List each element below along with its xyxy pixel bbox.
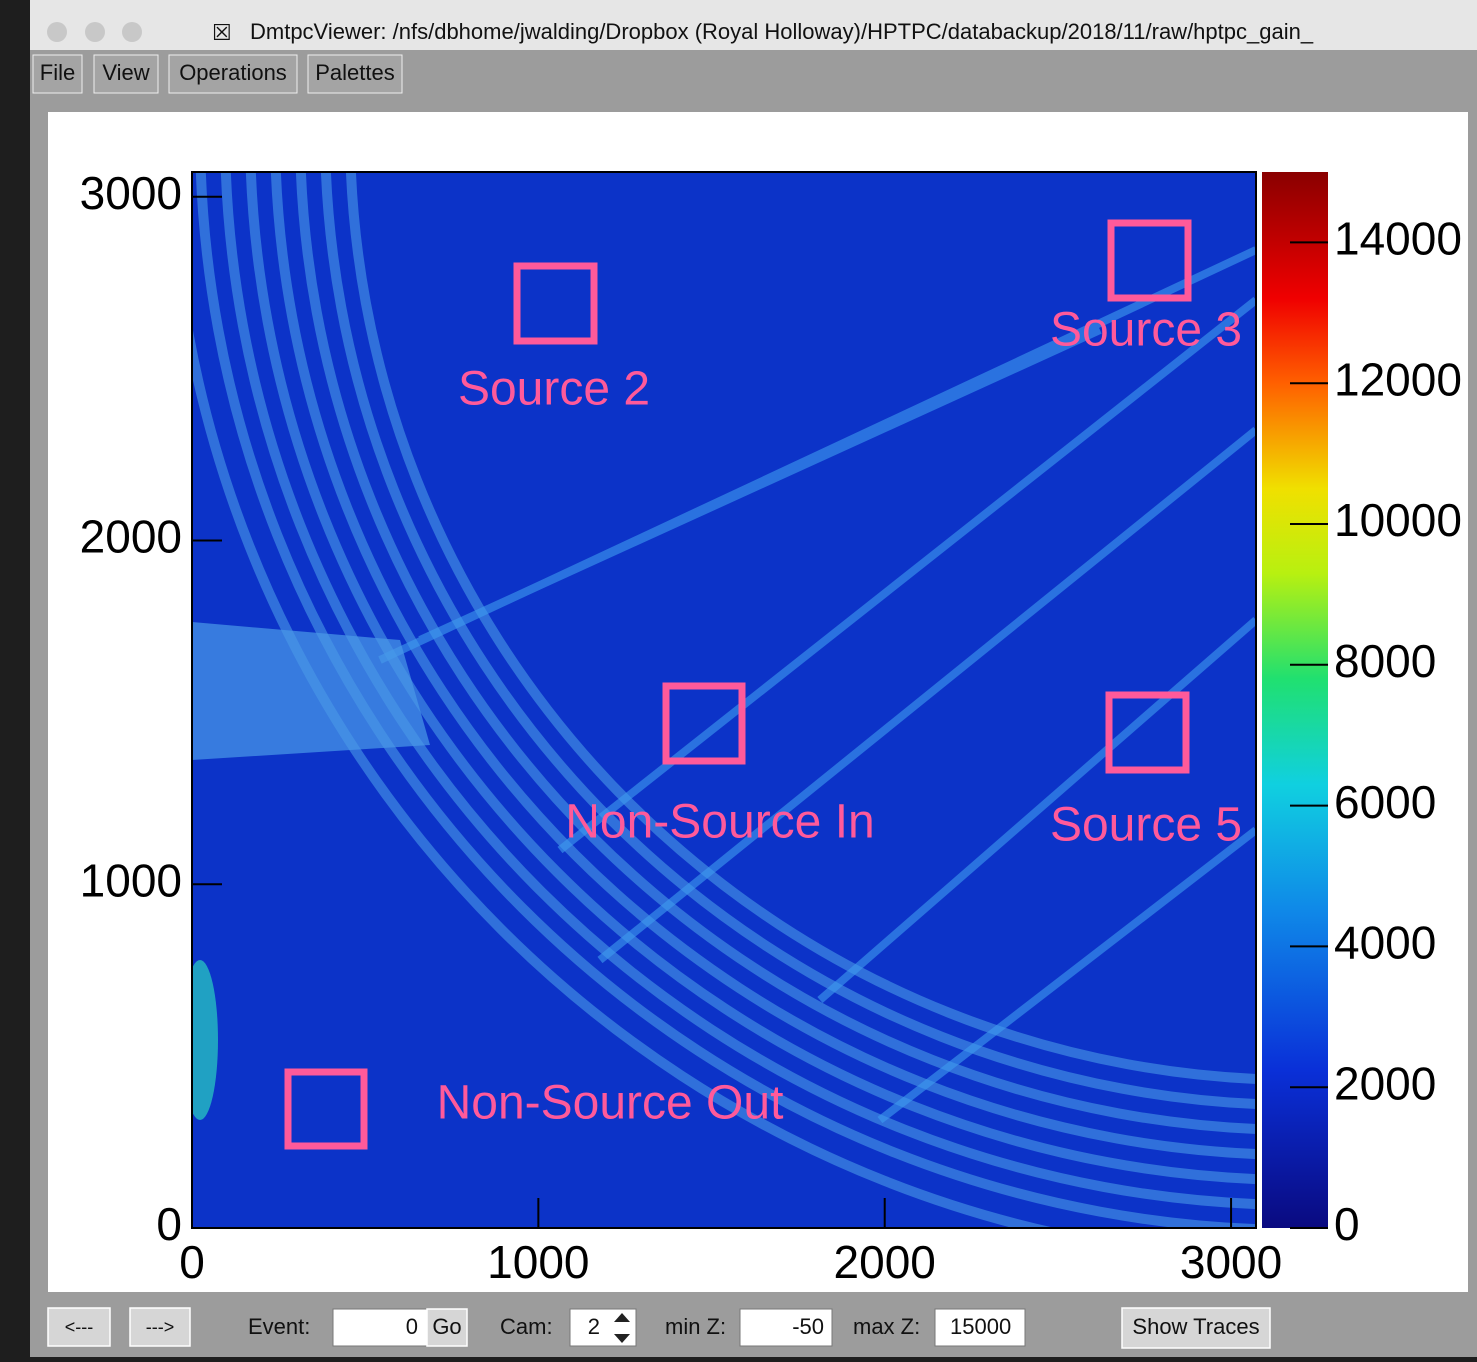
cam-input[interactable] (569, 1308, 637, 1347)
roi-box (284, 1068, 368, 1150)
x-tick-label: 2000 (834, 1236, 936, 1288)
menu-label: View (102, 60, 149, 85)
minz-input[interactable] (739, 1308, 833, 1347)
maxz-value: 15000 (950, 1314, 1011, 1339)
menu-item[interactable] (32, 54, 83, 94)
axes: 0 1000 2000 3000 0 1000 2000 3000 0 2000 4000 6000 8… (80, 167, 1462, 1288)
maxz-label: max Z: (853, 1314, 920, 1339)
y-tick-label: 0 (156, 1198, 182, 1250)
cam-label: Cam: (500, 1314, 553, 1339)
z-tick-label: 2000 (1334, 1057, 1436, 1109)
spin-arrows[interactable] (614, 1313, 630, 1343)
menu-item[interactable] (93, 54, 159, 94)
plot-frame (191, 171, 1257, 1229)
x-tick-label: 3000 (1180, 1236, 1282, 1288)
y-tick-label: 3000 (80, 167, 182, 219)
cam-value: 2 (588, 1314, 600, 1339)
window-title: DmtpcViewer: /nfs/dbhome/jwalding/Dropbo… (250, 19, 1314, 44)
prev-label: <--- (65, 1317, 94, 1337)
heatmap-image (192, 172, 1256, 1228)
go-label: Go (432, 1314, 461, 1339)
minz-label: min Z: (665, 1314, 726, 1339)
color-bar (1262, 172, 1328, 1228)
menu-label: Palettes (315, 60, 395, 85)
z-tick-label: 0 (1334, 1198, 1360, 1250)
show-traces-button[interactable] (1121, 1307, 1271, 1349)
show-traces-label: Show Traces (1132, 1314, 1259, 1339)
go-button[interactable] (426, 1308, 468, 1347)
roi-box (662, 682, 746, 765)
annotation: Source 2 (458, 363, 650, 416)
roi-box (1105, 691, 1190, 774)
event-input[interactable] (332, 1308, 428, 1347)
maxz-input[interactable] (934, 1308, 1026, 1347)
roi-box (513, 262, 598, 345)
annotation: Non-Source In (565, 796, 875, 849)
menu-bar: File View Operations Palettes (32, 54, 403, 94)
y-tick-label: 1000 (80, 854, 182, 906)
minz-value: -50 (792, 1314, 824, 1339)
x-tick-label: 1000 (487, 1236, 589, 1288)
x-icon: ☒ (212, 20, 232, 45)
x-tick-label: 0 (179, 1236, 205, 1288)
z-tick-label: 4000 (1334, 917, 1436, 969)
roi-box (1107, 219, 1192, 302)
title-bar (30, 0, 1477, 50)
menu-label: Operations (179, 60, 287, 85)
z-tick-label: 10000 (1334, 494, 1462, 546)
next-button[interactable] (129, 1307, 191, 1347)
close-button[interactable] (47, 22, 67, 42)
prev-button[interactable] (47, 1307, 111, 1347)
zoom-button[interactable] (122, 22, 142, 42)
z-tick-label: 6000 (1334, 776, 1436, 828)
annotation: Source 3 (1050, 304, 1242, 357)
control-bar: <--- ---> Event: 0 Go Cam: 2 min Z: -50 … (47, 1307, 1271, 1349)
event-value: 0 (406, 1314, 418, 1339)
event-label: Event: (248, 1314, 310, 1339)
annotation: Non-Source Out (437, 1077, 784, 1130)
menu-label: File (40, 60, 75, 85)
next-label: ---> (146, 1317, 175, 1337)
menu-item[interactable] (168, 54, 298, 94)
annotation: Source 5 (1050, 799, 1242, 852)
z-tick-label: 12000 (1334, 353, 1462, 405)
menu-item[interactable] (307, 54, 403, 94)
z-tick-label: 14000 (1334, 213, 1462, 265)
y-tick-label: 2000 (80, 511, 182, 563)
minimize-button[interactable] (85, 22, 105, 42)
z-tick-label: 8000 (1334, 635, 1436, 687)
